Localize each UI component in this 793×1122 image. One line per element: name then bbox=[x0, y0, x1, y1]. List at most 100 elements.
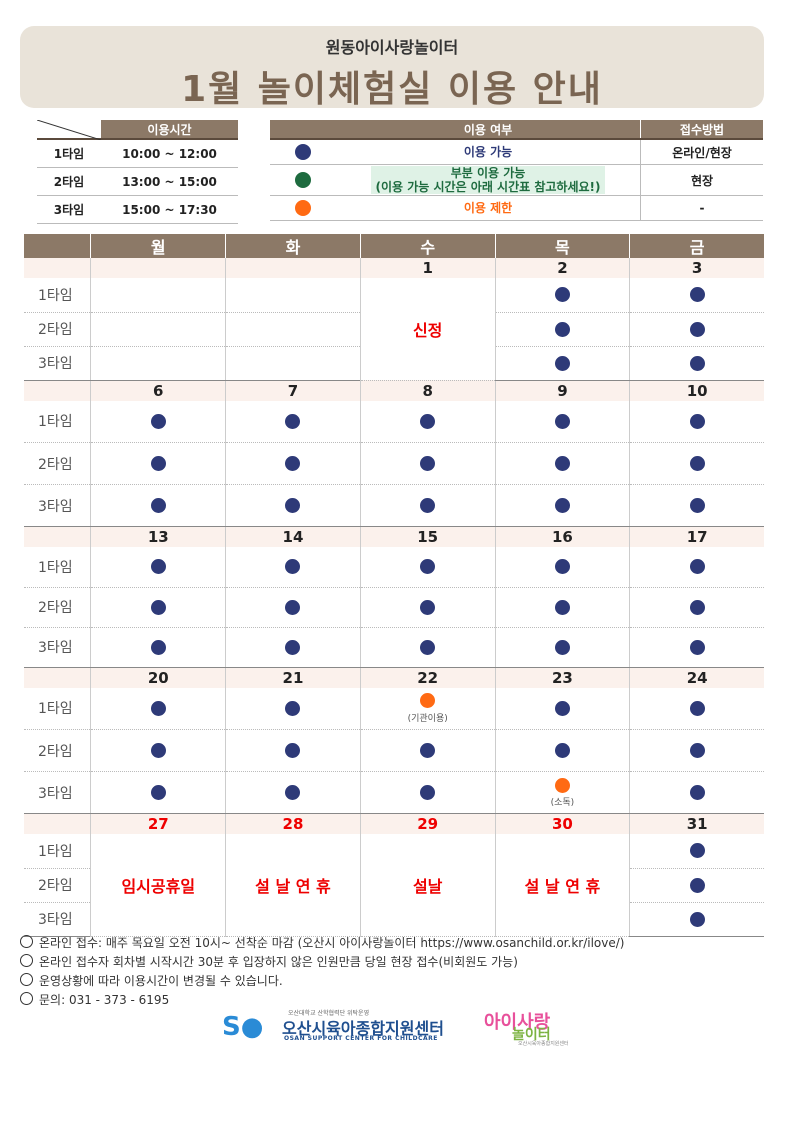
slot-cell bbox=[629, 484, 764, 527]
status-dot-icon bbox=[689, 785, 705, 800]
status-dot-icon bbox=[285, 456, 301, 471]
status-dot-icon bbox=[150, 413, 166, 429]
legend-row: 이용 제한 - bbox=[270, 195, 763, 221]
slot-cell: (기관이용) bbox=[359, 687, 496, 730]
date-cell: 14 bbox=[225, 526, 361, 547]
slot-cell bbox=[359, 587, 496, 628]
circle-bullet-icon bbox=[20, 973, 33, 986]
status-dot-icon bbox=[285, 743, 301, 758]
circle-bullet-icon bbox=[20, 954, 33, 967]
legend-method: - bbox=[640, 195, 763, 221]
slot-cell bbox=[359, 547, 496, 588]
time-row: 1타임 10:00 ~ 12:00 bbox=[37, 139, 238, 168]
availability-legend: 이용 여부 접수방법 이용 가능 온라인/현장 부분 이용 가능 (이용 가능 시간은… bbox=[270, 120, 763, 221]
status-dot-icon bbox=[420, 456, 436, 471]
time-slot-range: 10:00 ~ 12:00 bbox=[101, 139, 238, 168]
status-dot-icon bbox=[150, 700, 166, 716]
status-dot-icon bbox=[420, 559, 436, 575]
slot-cell bbox=[629, 587, 764, 628]
slot-row: 2타임 bbox=[24, 587, 764, 628]
center-logo-english: OSAN SUPPORT CENTER FOR CHILDCARE bbox=[284, 1035, 438, 1042]
note-item: 온라인 접수: 매주 목요일 오전 10시~ 선착순 마감 (오산시 아이사랑놀… bbox=[20, 934, 624, 953]
slot-cell bbox=[359, 400, 496, 443]
slot-cell bbox=[629, 868, 764, 903]
date-cell: 30 bbox=[494, 813, 630, 834]
center-logo-name: 오산시육아종합지원센터 bbox=[282, 1019, 444, 1038]
status-dot-icon bbox=[295, 200, 311, 216]
status-dot-icon bbox=[420, 785, 436, 800]
legend-dot-cell bbox=[270, 164, 336, 196]
slot-cell: (소독) bbox=[494, 771, 630, 814]
playground-logo-tiny: 오산시육아종합지원센터 bbox=[518, 1041, 569, 1047]
legend-label-note: (이용 가능 시간은 아래 시간표 참고하세요!) bbox=[375, 180, 601, 194]
slot-row: 3타임 (소독) bbox=[24, 771, 764, 814]
slot-cell bbox=[629, 729, 764, 772]
legend-row: 부분 이용 가능 (이용 가능 시간은 아래 시간표 참고하세요!) 현장 bbox=[270, 164, 763, 196]
status-dot-icon bbox=[420, 639, 436, 655]
date-row-blank bbox=[24, 258, 91, 278]
time-slot-label: 1타임 bbox=[37, 139, 101, 168]
slot-cell bbox=[494, 278, 630, 313]
slot-cell bbox=[90, 312, 226, 347]
status-dot-icon bbox=[689, 743, 705, 758]
weekday-header: 금 bbox=[629, 234, 764, 258]
slot-label: 1타임 bbox=[24, 278, 91, 313]
slot-label: 2타임 bbox=[24, 729, 91, 772]
status-dot-icon bbox=[689, 456, 705, 471]
slot-cell bbox=[359, 484, 496, 527]
note-item: 문의: 031 - 373 - 6195 bbox=[20, 991, 624, 1010]
slot-cell bbox=[90, 627, 226, 668]
slot-row: 1타임 (기관이용) bbox=[24, 687, 764, 730]
center-logo: S● 오산대학교 산학협력단 위탁운영 오산시육아종합지원센터 OSAN SUP… bbox=[222, 1008, 468, 1044]
holiday-label: 설 날 연 휴 bbox=[524, 876, 601, 896]
slot-row: 1타임 신정 bbox=[24, 278, 764, 381]
status-dot-icon bbox=[554, 599, 570, 615]
date-cell: 9 bbox=[494, 380, 630, 401]
legend-method: 현장 bbox=[640, 164, 763, 196]
circle-bullet-icon bbox=[20, 992, 33, 1005]
slot-cell bbox=[629, 400, 764, 443]
status-dot-icon bbox=[295, 144, 311, 160]
slot-cell bbox=[629, 771, 764, 814]
status-dot-icon bbox=[554, 743, 570, 758]
note-text: 온라인 접수자 회차별 시작시간 30분 후 입장하지 않은 인원만큼 당일 현… bbox=[39, 955, 518, 969]
time-slot-label: 3타임 bbox=[37, 195, 101, 224]
date-cell: 2 bbox=[494, 258, 630, 278]
note-item: 운영상황에 따라 이용시간이 변경될 수 있습니다. bbox=[20, 972, 624, 991]
slot-cell bbox=[90, 547, 226, 588]
date-cell bbox=[225, 258, 361, 278]
slot-label: 1타임 bbox=[24, 547, 91, 588]
slot-row: 1타임 임시공휴일 설 날 연 휴 설날 설 날 연 휴 bbox=[24, 834, 764, 937]
status-dot-icon bbox=[285, 599, 301, 615]
weekday-header: 월 bbox=[90, 234, 226, 258]
slot-cell bbox=[494, 587, 630, 628]
time-slot-range: 15:00 ~ 17:30 bbox=[101, 195, 238, 224]
weekday-header-blank bbox=[24, 234, 91, 258]
date-cell: 13 bbox=[90, 526, 226, 547]
slot-cell bbox=[225, 729, 361, 772]
note-text: 문의: 031 - 373 - 6195 bbox=[39, 993, 170, 1007]
date-cell: 24 bbox=[629, 667, 764, 688]
slot-cell bbox=[359, 729, 496, 772]
slot-cell bbox=[225, 587, 361, 628]
circle-bullet-icon bbox=[20, 935, 33, 948]
date-row: 20 21 22 23 24 bbox=[24, 667, 764, 688]
slot-cell bbox=[359, 771, 496, 814]
status-dot-icon bbox=[689, 911, 705, 927]
date-row-blank bbox=[24, 380, 91, 401]
slot-label: 3타임 bbox=[24, 627, 91, 668]
playground-logo-top: 아이사랑 bbox=[484, 1012, 551, 1033]
legend-method-header: 접수방법 bbox=[640, 120, 763, 140]
status-dot-icon bbox=[295, 172, 311, 188]
slot-cell bbox=[494, 547, 630, 588]
date-row: 13 14 15 16 17 bbox=[24, 526, 764, 547]
status-dot-icon bbox=[689, 413, 705, 429]
holiday-cell: 설 날 연 휴 bbox=[494, 834, 630, 937]
date-cell: 31 bbox=[629, 813, 764, 834]
status-dot-icon bbox=[420, 599, 436, 615]
playground-logo-bottom: 놀이터 bbox=[512, 1027, 551, 1043]
date-cell: 22 bbox=[359, 667, 496, 688]
weekday-header: 목 bbox=[494, 234, 630, 258]
slot-label: 2타임 bbox=[24, 442, 91, 485]
status-dot-icon bbox=[150, 743, 166, 758]
